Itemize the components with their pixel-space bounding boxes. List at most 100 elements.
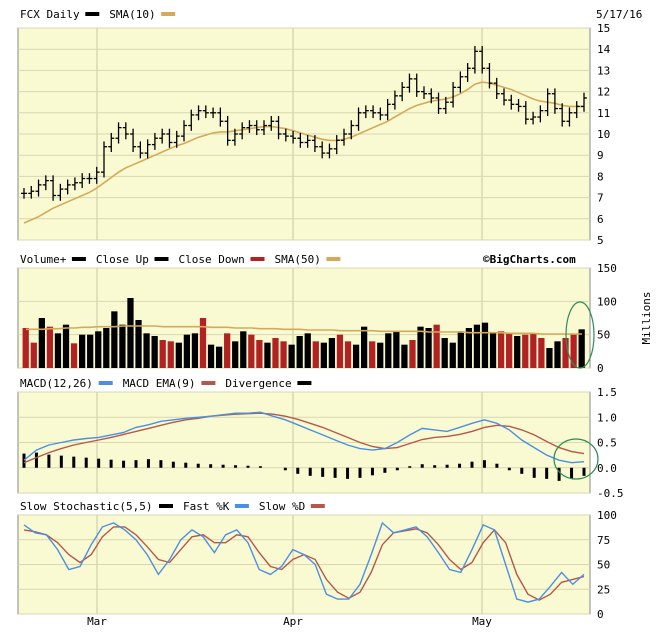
- volume-bar: [457, 331, 464, 368]
- volume-bar: [135, 320, 142, 368]
- volume-bar: [127, 298, 134, 368]
- volume-bar: [256, 340, 263, 368]
- ohlc-bar: [464, 62, 471, 83]
- volume-bar: [538, 338, 545, 368]
- ohlc-bar: [159, 128, 166, 144]
- legend-label: MACD(12,26): [20, 377, 93, 390]
- divergence-bar: [171, 461, 175, 468]
- ohlc-bar: [435, 92, 442, 114]
- ohlc-bar: [93, 166, 100, 184]
- volume-bar: [562, 338, 569, 368]
- ohlc-bar: [421, 86, 427, 100]
- divergence-bar: [445, 464, 449, 468]
- ohlc-bar: [457, 71, 464, 93]
- divergence-bar: [59, 455, 63, 468]
- divergence-bar: [234, 465, 238, 468]
- ohlc-bar: [151, 132, 158, 150]
- price-tick-label: 6: [597, 213, 604, 226]
- volume-bar: [79, 334, 86, 368]
- ohlc-bar: [428, 88, 435, 104]
- legend-swatch: [234, 504, 249, 508]
- ohlc-bar: [71, 177, 78, 191]
- volume-bar: [159, 340, 166, 368]
- divergence-bar: [470, 461, 474, 468]
- ohlc-bar: [515, 99, 522, 112]
- divergence-bar: [321, 467, 325, 477]
- stoch-tick-label: 50: [597, 559, 610, 572]
- ohlc-bar: [290, 130, 297, 144]
- ohlc-bar: [122, 122, 129, 140]
- ohlc-bar: [42, 175, 49, 191]
- volume-bar: [425, 328, 432, 368]
- ohlc-bar: [522, 101, 529, 125]
- divergence-bar: [358, 467, 362, 478]
- volume-bar: [87, 334, 94, 368]
- volume-bar: [280, 341, 287, 368]
- ohlc-bar: [130, 128, 137, 153]
- x-tick-label: Mar: [87, 615, 107, 628]
- divergence-bar: [557, 467, 561, 481]
- divergence-bar: [495, 463, 499, 468]
- volume-bar: [377, 342, 384, 368]
- ohlc-bar: [370, 105, 377, 119]
- volume-tick-label: 150: [597, 262, 617, 275]
- divergence-bar: [209, 464, 213, 468]
- volume-bar: [489, 333, 497, 368]
- annotation-circle-macd: [553, 438, 599, 480]
- legend-swatch: [326, 257, 341, 261]
- ohlc-bar: [261, 120, 267, 136]
- legend-swatch: [85, 12, 100, 16]
- volume-bar: [320, 342, 327, 368]
- divergence-bar: [296, 467, 300, 474]
- annotation-circle-volume: [565, 301, 595, 369]
- ohlc-bar: [144, 139, 151, 159]
- price-tick-label: 13: [597, 64, 610, 77]
- volume-bar: [433, 324, 440, 368]
- volume-bar: [530, 333, 537, 368]
- divergence-bar: [532, 467, 536, 478]
- volume-axis-label: Millions: [640, 292, 653, 345]
- legend-label: SMA(10): [109, 8, 155, 21]
- ohlc-bar: [551, 88, 558, 114]
- ohlc-bar: [406, 73, 413, 93]
- legend-label: FCX Daily: [20, 8, 80, 21]
- price-tick-label: 14: [597, 43, 611, 56]
- volume-bar: [312, 341, 319, 368]
- macd-line: [23, 411, 585, 464]
- ohlc-bar: [413, 73, 420, 97]
- divergence-bar: [146, 459, 150, 468]
- ohlc-bar: [471, 46, 478, 74]
- divergence-bar: [346, 467, 350, 479]
- price-tick-label: 5: [597, 234, 604, 247]
- volume-bar: [304, 333, 311, 368]
- ohlc-bar: [530, 111, 537, 125]
- volume-bar: [54, 333, 62, 368]
- stoch-tick-label: 0: [597, 608, 604, 621]
- ohlc-bar: [311, 135, 318, 153]
- ohlc-bar: [64, 179, 71, 195]
- ohlc-bar: [391, 90, 398, 110]
- ohlc-bar: [282, 128, 289, 142]
- ohlc-bar: [202, 105, 209, 119]
- ohlc-bar: [224, 115, 231, 146]
- macd-tick-label: -0.5: [597, 487, 624, 500]
- chart-date: 5/17/16: [596, 8, 642, 21]
- volume-bar: [344, 341, 352, 368]
- volume-bar: [409, 340, 416, 368]
- ohlc-bar: [166, 128, 173, 148]
- legend-label: Close Up: [96, 253, 149, 266]
- divergence-bar: [370, 467, 374, 476]
- legend-swatch: [98, 381, 113, 385]
- legend-label: Fast %K: [183, 500, 230, 513]
- volume-bar: [336, 334, 344, 368]
- volume-bar: [272, 338, 279, 368]
- macd-tick-label: 1.0: [597, 411, 617, 424]
- panel-header-band: [18, 373, 590, 387]
- price-tick-label: 8: [597, 170, 604, 183]
- ohlc-bar: [231, 128, 238, 146]
- volume-tick-label: 0: [597, 362, 604, 375]
- divergence-bar: [72, 456, 76, 468]
- volume-bar: [111, 311, 118, 368]
- legend-label: Volume+: [20, 253, 67, 266]
- ohlc-bar: [362, 105, 369, 119]
